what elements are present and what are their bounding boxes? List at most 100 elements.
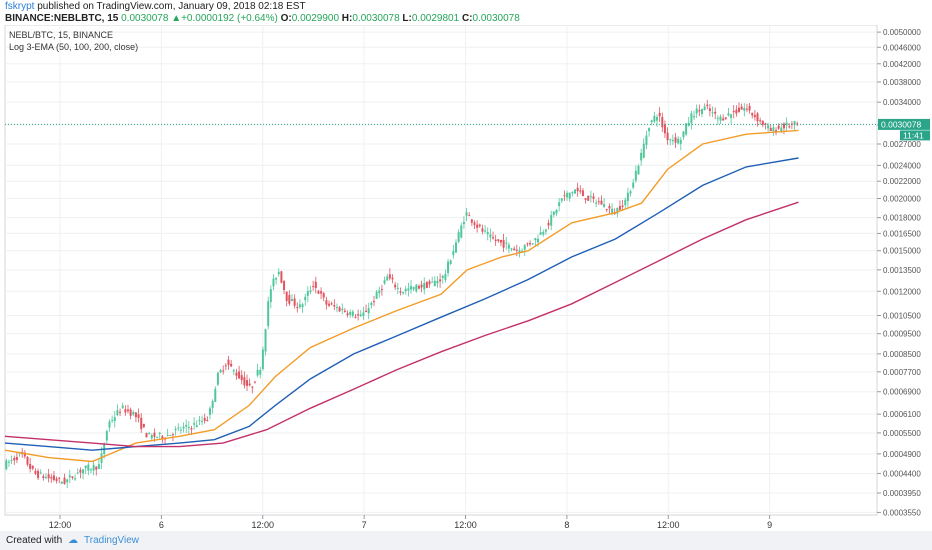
candle-body: [706, 104, 709, 107]
y-tick-label: 0.0038000: [883, 78, 921, 87]
candle-body: [216, 372, 219, 385]
candle-body: [536, 238, 539, 243]
candle-body: [166, 435, 169, 437]
candle-body: [195, 425, 198, 427]
candle-body: [203, 417, 206, 421]
candle-body: [39, 472, 42, 474]
candles: [5, 99, 799, 489]
candle-body: [608, 206, 611, 209]
time-axis[interactable]: 12:00 6 12:00 7 12:00 8 12:00 9: [49, 515, 772, 530]
candle-body: [560, 198, 563, 201]
candle-body: [621, 205, 624, 207]
candle-body: [476, 224, 479, 228]
y-tick-label: 0.0009500: [883, 330, 921, 339]
author-link[interactable]: fskrypt: [5, 1, 35, 12]
candle-body: [42, 476, 45, 478]
candle-body: [473, 222, 476, 225]
candle-body: [79, 469, 82, 473]
close-label: C:: [461, 13, 473, 24]
candle-body: [240, 375, 243, 381]
price-axis[interactable]: 0.0050000 0.0046000 0.0042000 0.0038000 0.00…: [877, 28, 921, 517]
y-tick-label: 0.0005500: [883, 429, 921, 438]
y-tick-label: 0.0003550: [883, 508, 921, 517]
candle-body: [378, 290, 381, 294]
candle-body: [444, 273, 447, 280]
candle-body: [177, 427, 180, 429]
created-with-text: Created with: [6, 535, 63, 546]
candle-body: [626, 192, 629, 202]
candle-body: [174, 428, 177, 431]
legend-indicator: Log 3-EMA (50, 100, 200, close): [9, 42, 138, 52]
candle-body: [415, 284, 418, 292]
candle-body: [462, 221, 465, 225]
candle-body: [357, 314, 360, 316]
x-tick-label: 8: [564, 520, 569, 530]
candle-body: [497, 239, 500, 241]
y-tick-label: 0.0008500: [883, 350, 921, 359]
candle-body: [153, 432, 156, 437]
candle-body: [486, 232, 489, 235]
candle-body: [283, 281, 286, 291]
candle-body: [457, 232, 460, 242]
candle-body: [306, 291, 309, 296]
candle-body: [775, 130, 778, 133]
candle-body: [5, 460, 8, 470]
candle-body: [441, 275, 444, 279]
tradingview-brand[interactable]: TradingView: [84, 535, 140, 546]
candle-body: [338, 307, 341, 312]
x-tick-label: 7: [362, 520, 367, 530]
candle-body: [402, 292, 405, 294]
candle-body: [119, 411, 122, 413]
low-label: L:: [402, 13, 412, 24]
y-tick-label: 0.0003950: [883, 489, 921, 498]
candle-body: [246, 380, 249, 386]
candle-body: [793, 121, 796, 125]
candle-body: [171, 434, 174, 436]
candle-body: [148, 433, 151, 435]
candle-body: [227, 359, 230, 365]
candle-body: [753, 115, 756, 118]
candle-body: [761, 120, 764, 125]
candle-body: [687, 122, 690, 126]
candle-body: [37, 470, 40, 478]
candle-body: [703, 106, 706, 111]
x-tick-label: 6: [159, 520, 164, 530]
candle-body: [454, 242, 457, 253]
candle-body: [499, 239, 502, 243]
low-value: 0.0029801: [411, 13, 460, 24]
ohlc-line: BINANCE:NEBLBTC, 15 0.0030078 ▲+0.000019…: [5, 13, 520, 24]
candle-body: [616, 207, 619, 214]
candle-body: [547, 222, 550, 226]
candle-body: [7, 461, 10, 463]
candle-body: [769, 128, 772, 132]
candle-body: [330, 303, 333, 305]
candle-body: [727, 113, 730, 116]
candle-body: [198, 419, 201, 421]
candle-body: [743, 107, 746, 111]
candle-body: [285, 291, 288, 302]
candle-body: [84, 465, 87, 469]
candle-body: [312, 286, 315, 288]
candle-body: [759, 120, 762, 122]
candle-body: [293, 298, 296, 306]
price-chart[interactable]: 0.0050000 0.0046000 0.0042000 0.0038000 0.00…: [0, 25, 932, 531]
candle-body: [555, 209, 558, 214]
candle-body: [15, 456, 18, 460]
candle-body: [788, 126, 791, 128]
candle-body: [132, 411, 135, 415]
x-tick-label: 12:00: [252, 520, 275, 530]
candle-body: [52, 475, 55, 481]
up-arrow-icon: ▲: [171, 13, 182, 24]
tradingview-cloud-icon: ☁: [68, 535, 78, 546]
candle-body: [526, 243, 529, 245]
candle-body: [571, 192, 574, 194]
candle-body: [145, 433, 148, 438]
candle-body: [513, 248, 516, 251]
candle-body: [150, 434, 153, 439]
candle-body: [708, 108, 711, 112]
candle-body: [349, 311, 352, 315]
candle-body: [58, 477, 61, 479]
candle-body: [518, 250, 521, 254]
candle-body: [89, 469, 92, 471]
candle-body: [44, 476, 47, 478]
